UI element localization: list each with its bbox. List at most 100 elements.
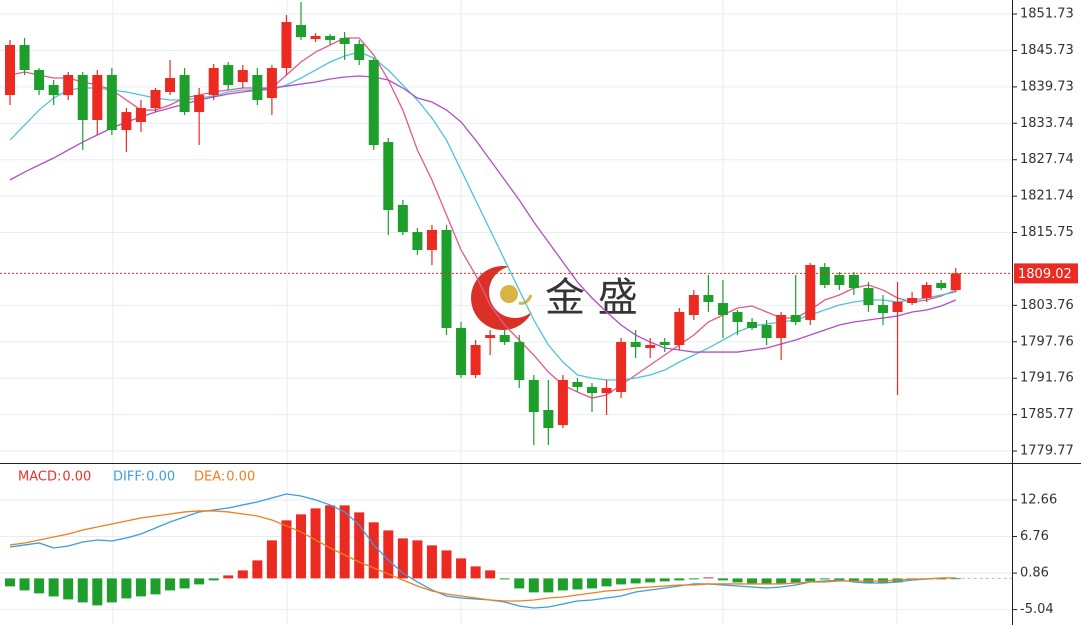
- macd-bar: [208, 578, 219, 581]
- y-tick-label: -5.04: [1020, 602, 1054, 617]
- candle-body: [601, 387, 612, 394]
- candle-body: [34, 70, 45, 91]
- macd-bar: [761, 578, 772, 585]
- candle-body: [194, 95, 205, 113]
- candle-body: [310, 36, 321, 40]
- candle-body: [732, 312, 743, 322]
- macd-bar: [397, 538, 408, 579]
- candle-body: [135, 108, 146, 123]
- macd-bar: [601, 578, 612, 587]
- candle-body: [674, 312, 685, 346]
- moving-average-line: [9, 75, 956, 353]
- candle-body: [92, 75, 103, 121]
- candle-body: [616, 342, 627, 393]
- y-tick-label: 1833.74: [1020, 116, 1074, 131]
- macd-bar: [223, 575, 234, 579]
- candle-body: [426, 229, 437, 251]
- candle-body: [165, 78, 176, 93]
- legend-value: 0.00: [226, 470, 255, 485]
- candle-body: [819, 267, 830, 286]
- plot: [0, 2, 1012, 609]
- candle-body: [325, 36, 336, 41]
- candle-body: [528, 379, 539, 413]
- y-tick-label: 6.76: [1020, 529, 1049, 544]
- macd-bar: [499, 578, 510, 580]
- macd-bar: [557, 578, 568, 591]
- candle-body: [354, 44, 365, 61]
- last-price-box: [1014, 263, 1078, 284]
- candle-body: [688, 295, 699, 316]
- macd-bar: [659, 578, 670, 582]
- macd-bar: [616, 578, 627, 585]
- macd-bar: [266, 540, 277, 579]
- candle-body: [237, 70, 248, 83]
- candle-body: [776, 315, 787, 339]
- candle-body: [77, 75, 88, 121]
- candle-body: [121, 112, 132, 131]
- candle-body: [878, 305, 888, 313]
- macd-bar: [674, 578, 685, 581]
- legend-name: DIFF:: [113, 470, 145, 485]
- candle-body: [456, 327, 467, 376]
- macd-bar: [194, 578, 205, 585]
- macd-bar: [354, 512, 365, 579]
- y-tick-label: 1839.73: [1020, 79, 1074, 94]
- candle-body: [645, 345, 656, 349]
- y-tick-label: 0.86: [1020, 566, 1049, 581]
- candle-body: [848, 274, 859, 289]
- candle-body: [587, 386, 597, 394]
- macd-bar: [5, 578, 15, 587]
- candle-body: [266, 68, 277, 99]
- macd-bar: [92, 578, 103, 606]
- macd-bar: [717, 578, 728, 581]
- y-tick-label: 1845.73: [1020, 43, 1074, 58]
- candle-body: [397, 205, 408, 233]
- candle-body: [368, 60, 379, 146]
- candle-body: [907, 297, 918, 304]
- macd-bar: [819, 578, 830, 580]
- macd-bar: [587, 578, 597, 589]
- macd-bar: [688, 578, 699, 580]
- legend-name: MACD:: [18, 470, 61, 485]
- macd-bar: [412, 540, 423, 579]
- macd-bar: [514, 578, 525, 589]
- candle-body: [921, 285, 932, 298]
- y-tick-label: 1827.74: [1020, 152, 1074, 167]
- macd-bar: [485, 570, 496, 579]
- macd-bar: [135, 578, 146, 597]
- axis: 1851.73 1845.73 1839.73 1833.74 1827.74 1821.…: [18, 7, 1078, 617]
- macd-bar: [732, 578, 743, 583]
- candle-body: [296, 25, 306, 38]
- candle-body: [150, 90, 161, 109]
- last-price-label: 1809.02: [1018, 267, 1072, 282]
- macd-bar: [936, 578, 947, 580]
- macd-bar: [48, 578, 59, 597]
- macd-bar: [703, 577, 714, 579]
- candle-body: [441, 229, 452, 328]
- macd-bar: [848, 578, 859, 582]
- macd-bar: [426, 545, 437, 579]
- y-tick-label: 1797.76: [1020, 334, 1074, 349]
- candle-body: [572, 381, 583, 387]
- candle-body: [747, 321, 758, 328]
- candle-body: [499, 335, 510, 343]
- candle-body: [543, 409, 554, 429]
- y-tick-label: 1821.74: [1020, 189, 1074, 204]
- macd-bar: [310, 508, 321, 579]
- candle-body: [514, 342, 525, 380]
- macd-bar: [383, 530, 394, 579]
- macd-bar: [237, 570, 248, 579]
- candle-body: [630, 342, 641, 348]
- macd-bar: [325, 505, 336, 579]
- legend-name: DEA:: [194, 470, 225, 485]
- candle-body: [281, 22, 292, 69]
- macd-bar: [456, 558, 467, 579]
- macd-bar: [339, 505, 350, 579]
- macd-bar: [296, 514, 306, 579]
- candle-body: [223, 65, 234, 86]
- candle-body: [790, 315, 801, 322]
- candle-body: [805, 265, 816, 320]
- candle-body: [761, 325, 772, 339]
